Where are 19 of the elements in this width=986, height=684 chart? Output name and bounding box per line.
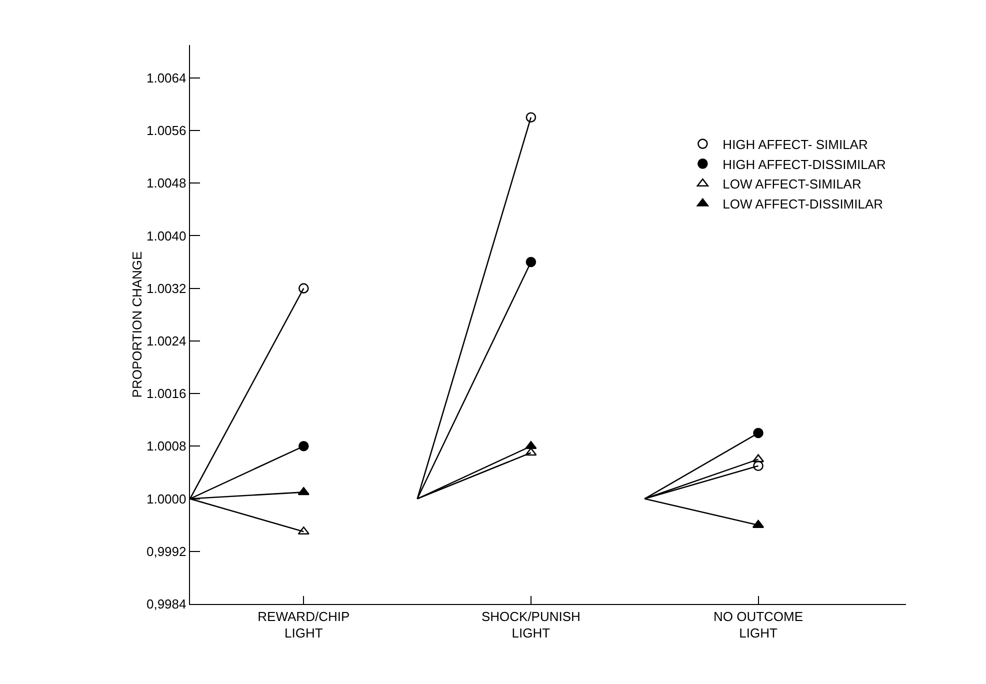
y-tick-label: 0,9984 [146,596,186,612]
y-tick-label: 1.0040 [146,228,186,244]
y-tick-label: 1.0032 [146,280,186,296]
y-axis-title: PROPORTION CHANGE [129,250,144,398]
y-tick-label: 1.0016 [146,386,186,402]
y-tick-label: 1.0064 [146,70,186,86]
y-tick-label: 1.0024 [146,333,186,348]
legend-label: HIGH AFFECT-DISSIMILAR [722,156,886,172]
y-tick-label: 1.0056 [146,123,186,138]
x-tick-label: REWARD/CHIP LIGHT [258,608,350,641]
y-tick-label: 1.0008 [146,438,186,454]
x-tick-label: SHOCK/PUNISH LIGHT [481,608,580,641]
x-tick-label: NO OUTCOME LIGHT [713,608,804,641]
legend-label: HIGH AFFECT- SIMILAR [722,136,868,152]
y-tick-label: 0,9992 [146,544,186,559]
y-tick-label: 1.0048 [146,176,186,191]
legend-label: LOW AFFECT-SIMILAR [722,176,862,192]
y-tick-label: 1.0000 [146,491,186,506]
legend-label: LOW AFFECT-DISSIMILAR [722,196,884,212]
